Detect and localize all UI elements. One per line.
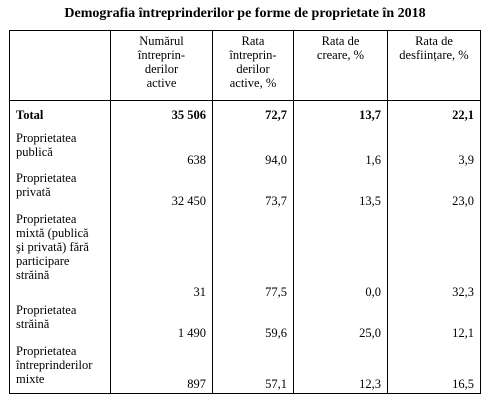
- cell: 59,6: [212, 301, 294, 342]
- header-cell: Rata întreprin- derilor active, %: [212, 30, 294, 101]
- table-row: Total 35 506 72,7 13,7 22,1: [9, 100, 481, 129]
- row-label: Proprietatea străină: [9, 301, 111, 342]
- row-label: Proprietatea privată: [9, 169, 111, 210]
- cell: 73,7: [212, 169, 294, 210]
- cell: 77,5: [212, 210, 294, 301]
- cell: 94,0: [212, 129, 294, 169]
- row-label: Proprietatea publică: [9, 129, 111, 169]
- cell: 638: [110, 129, 213, 169]
- table: Numărul întreprin- derilor active Rata în…: [9, 30, 481, 394]
- cell: 32,3: [387, 210, 481, 301]
- table-row: Proprietatea întreprinderilor mixte 897 57…: [9, 342, 481, 394]
- header-cell: Numărul întreprin- derilor active: [110, 30, 213, 101]
- cell: 32 450: [110, 169, 213, 210]
- cell: 16,5: [387, 342, 481, 394]
- cell: 35 506: [110, 100, 213, 129]
- row-label: Total: [9, 100, 111, 129]
- row-label: Proprietatea mixtă (publică şi privată) …: [9, 210, 111, 301]
- row-label: Proprietatea întreprinderilor mixte: [9, 342, 111, 394]
- cell: 0,0: [293, 210, 388, 301]
- cell: 13,5: [293, 169, 388, 210]
- cell: 23,0: [387, 169, 481, 210]
- cell: 3,9: [387, 129, 481, 169]
- cell: 1 490: [110, 301, 213, 342]
- cell: 1,6: [293, 129, 388, 169]
- table-row: Proprietatea publică 638 94,0 1,6 3,9: [9, 129, 481, 169]
- cell: 25,0: [293, 301, 388, 342]
- header-cell: Rata de desființare, %: [387, 30, 481, 101]
- cell: 57,1: [212, 342, 294, 394]
- table-row: Proprietatea străină 1 490 59,6 25,0 12,1: [9, 301, 481, 342]
- table-row: Proprietatea privată 32 450 73,7 13,5 23,0: [9, 169, 481, 210]
- cell: 31: [110, 210, 213, 301]
- title: Demografia întreprinderilor pe forme de …: [64, 6, 426, 21]
- table-body: Total 35 506 72,7 13,7 22,1 Proprietatea publ…: [9, 100, 481, 394]
- cell: 22,1: [387, 100, 481, 129]
- cell: 72,7: [212, 100, 294, 129]
- header-cell: Rata de creare, %: [293, 30, 388, 101]
- table-row: Proprietatea mixtă (publică şi privată) …: [9, 210, 481, 301]
- cell: 897: [110, 342, 213, 394]
- cell: 12,1: [387, 301, 481, 342]
- cell: 12,3: [293, 342, 388, 394]
- cell: 13,7: [293, 100, 388, 129]
- header-cell: [9, 30, 111, 101]
- table-header: Numărul întreprin- derilor active Rata în…: [9, 30, 481, 101]
